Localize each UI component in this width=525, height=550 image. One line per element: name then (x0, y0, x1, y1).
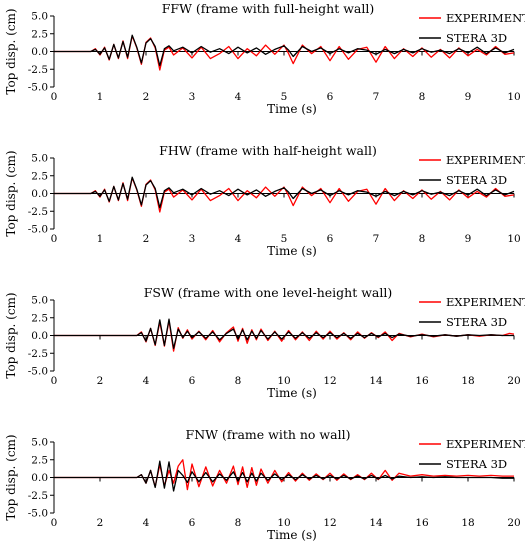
x-tick-label: 3 (189, 233, 196, 245)
y-tick-label: 5.0 (31, 153, 48, 165)
y-tick-label: -5.0 (28, 82, 48, 94)
x-tick-label: 10 (277, 375, 290, 387)
x-tick-label: 16 (415, 375, 429, 387)
x-tick-label: 5 (281, 91, 288, 103)
x-tick-label: 4 (143, 375, 150, 387)
y-tick-label: 5.0 (31, 295, 48, 307)
y-axis-label: Top disp. (cm) (4, 8, 18, 94)
x-tick-label: 18 (461, 375, 474, 387)
x-tick-label: 8 (419, 91, 426, 103)
x-tick-label: 20 (507, 375, 520, 387)
legend-label: STERA 3D (446, 31, 507, 45)
series-line-stera-3d (54, 460, 514, 492)
x-tick-label: 14 (369, 517, 383, 529)
y-tick-label: -5.0 (28, 508, 48, 520)
y-axis-label: Top disp. (cm) (4, 292, 18, 378)
y-axis-label: Top disp. (cm) (4, 434, 18, 520)
y-axis-label: Top disp. (cm) (4, 150, 18, 236)
x-tick-label: 4 (143, 517, 150, 529)
x-tick-label: 1 (97, 91, 104, 103)
x-tick-label: 18 (461, 517, 474, 529)
x-tick-label: 16 (415, 517, 429, 529)
x-tick-label: 8 (419, 233, 426, 245)
y-tick-label: 2.5 (31, 454, 48, 466)
x-tick-label: 12 (323, 517, 336, 529)
x-axis-label: Time (s) (267, 244, 317, 258)
x-tick-label: 0 (51, 517, 58, 529)
legend-label: EXPERIMENT (446, 437, 525, 451)
x-tick-label: 8 (235, 375, 242, 387)
chart-title: FHW (frame with half-height wall) (159, 143, 377, 158)
x-tick-label: 7 (373, 91, 380, 103)
x-tick-label: 2 (143, 233, 150, 245)
legend-label: EXPERIMENT (446, 11, 525, 25)
x-tick-label: 4 (235, 233, 242, 245)
y-tick-label: 0.0 (31, 46, 48, 58)
chart-panel-2: 5.0 2.5 0.0 -2.5 -5.00 1 2 3 4 5 6 7 8 9 10 Time (s) Top… (4, 143, 525, 258)
y-tick-label: 5.0 (31, 437, 48, 449)
x-tick-label: 6 (327, 91, 334, 103)
legend-label: STERA 3D (446, 173, 507, 187)
x-tick-label: 2 (143, 91, 150, 103)
y-tick-label: -2.5 (28, 348, 48, 360)
y-tick-label: 2.5 (31, 170, 48, 182)
chart-title: FSW (frame with one level-height wall) (144, 285, 393, 300)
x-tick-label: 9 (465, 233, 472, 245)
y-tick-label: -2.5 (28, 490, 48, 502)
y-tick-label: 2.5 (31, 312, 48, 324)
y-tick-label: 0.0 (31, 330, 48, 342)
y-tick-label: -5.0 (28, 366, 48, 378)
y-tick-label: 0.0 (31, 472, 48, 484)
chart-panel-1: 5.0 2.5 0.0 -2.5 -5.00 1 2 3 4 5 6 7 8 9 10 Time (s) Top… (4, 1, 525, 116)
x-axis-label: Time (s) (267, 102, 317, 116)
series-line-stera-3d (54, 34, 515, 67)
x-tick-label: 12 (323, 375, 336, 387)
x-axis-label: Time (s) (267, 528, 317, 542)
x-tick-label: 4 (235, 91, 242, 103)
x-tick-label: 9 (465, 91, 472, 103)
y-tick-label: -2.5 (28, 64, 48, 76)
x-tick-label: 6 (327, 233, 334, 245)
x-tick-label: 7 (373, 233, 380, 245)
x-tick-label: 10 (277, 517, 290, 529)
x-tick-label: 3 (189, 91, 196, 103)
legend-label: EXPERIMENT (446, 295, 525, 309)
y-tick-label: 5.0 (31, 11, 48, 23)
legend-label: STERA 3D (446, 315, 507, 329)
x-tick-label: 6 (189, 375, 196, 387)
x-tick-label: 20 (507, 517, 520, 529)
series-line-experiment (54, 459, 514, 491)
chart-title: FNW (frame with no wall) (186, 427, 351, 442)
x-tick-label: 0 (51, 91, 58, 103)
chart-panel-4: 5.0 2.5 0.0 -2.5 -5.00 2 4 6 8 10 12 14 16 18 20 Time (… (4, 427, 525, 542)
x-tick-label: 8 (235, 517, 242, 529)
x-axis-label: Time (s) (267, 386, 317, 400)
x-tick-label: 0 (51, 233, 58, 245)
series-line-stera-3d (54, 176, 515, 209)
y-tick-label: -2.5 (28, 206, 48, 218)
x-tick-label: 10 (507, 91, 520, 103)
y-tick-label: 0.0 (31, 188, 48, 200)
x-tick-label: 2 (97, 375, 104, 387)
y-tick-label: 2.5 (31, 28, 48, 40)
legend-label: STERA 3D (446, 457, 507, 471)
x-tick-label: 5 (281, 233, 288, 245)
series-line-stera-3d (54, 318, 514, 349)
x-tick-label: 2 (97, 517, 104, 529)
x-tick-label: 14 (369, 375, 383, 387)
chart-title: FFW (frame with full-height wall) (162, 1, 374, 16)
x-tick-label: 10 (507, 233, 520, 245)
legend-label: EXPERIMENT (446, 153, 525, 167)
x-tick-label: 0 (51, 375, 58, 387)
chart-panel-3: 5.0 2.5 0.0 -2.5 -5.00 2 4 6 8 10 12 14 16 18 20 Time (… (4, 285, 525, 400)
y-tick-label: -5.0 (28, 224, 48, 236)
x-tick-label: 1 (97, 233, 104, 245)
x-tick-label: 6 (189, 517, 196, 529)
